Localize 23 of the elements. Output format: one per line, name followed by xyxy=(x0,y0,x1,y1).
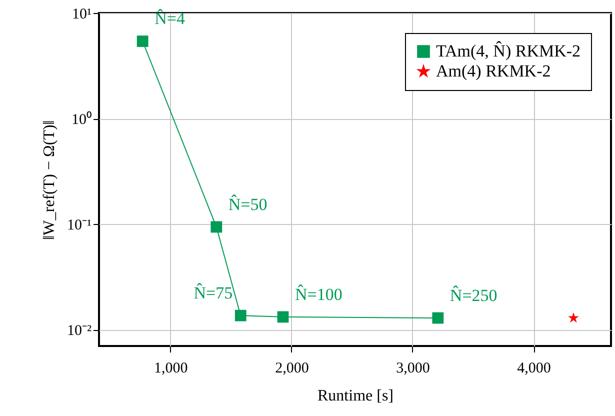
legend-label: Am(4) RKMK-2 xyxy=(436,62,551,80)
annotation: N̂=4 xyxy=(154,8,186,28)
y-tick-label: 10⁻² xyxy=(67,323,92,340)
annotation: N̂=50 xyxy=(228,194,268,214)
point xyxy=(568,312,579,323)
point xyxy=(136,36,148,47)
y-tick-label: 10⁻¹ xyxy=(67,218,92,234)
annotation: N̂=100 xyxy=(294,284,342,304)
legend-label: TAm(4, N̂) RKMK-2 xyxy=(436,41,581,60)
x-tick-label: 3,000 xyxy=(396,360,430,376)
y-tick-label: 10⁰ xyxy=(72,111,92,128)
annotation: N̂=250 xyxy=(450,286,498,305)
point xyxy=(277,311,289,323)
point xyxy=(234,310,246,322)
y-axis-title: ‖W_ref(T) − Ω(T)‖ xyxy=(41,120,58,240)
x-tick-label: 1,000 xyxy=(154,360,188,376)
annotation: N̂=75 xyxy=(194,283,233,303)
point xyxy=(210,221,222,233)
y-tick-label: 10¹ xyxy=(72,6,92,22)
x-tick-label: 4,000 xyxy=(517,360,551,376)
x-tick-label: 2,000 xyxy=(275,360,309,376)
x-axis-title: Runtime [s] xyxy=(318,388,394,404)
point xyxy=(432,312,444,324)
